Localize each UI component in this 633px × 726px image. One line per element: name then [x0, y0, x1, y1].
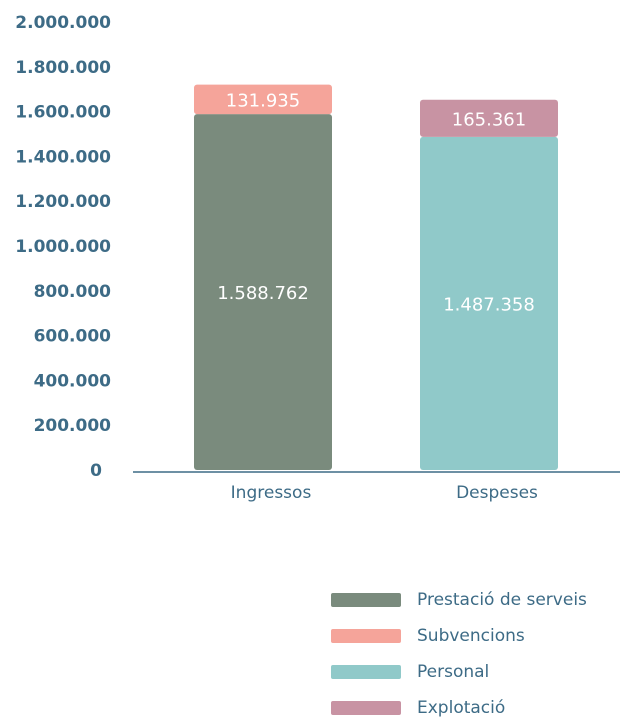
data-label: 165.361: [452, 109, 526, 130]
y-tick-label: 2.000.000: [15, 13, 111, 33]
bars: [194, 84, 558, 471]
y-tick-label: 1.800.000: [15, 58, 111, 78]
legend-swatch: [331, 665, 401, 679]
y-tick-label: 0: [90, 461, 102, 481]
legend-label: Prestació de serveis: [417, 590, 587, 610]
x-tick-label: Ingressos: [231, 483, 312, 503]
data-label: 131.935: [226, 90, 300, 111]
legend-label: Personal: [417, 662, 490, 682]
legend-item: Prestació de serveis: [331, 582, 631, 618]
legend-item: Subvencions: [331, 618, 631, 654]
legend-swatch: [331, 629, 401, 643]
y-tick-label: 1.600.000: [15, 103, 111, 123]
y-tick-label: 1.200.000: [15, 192, 111, 212]
data-label: 1.487.358: [443, 294, 535, 315]
data-labels: 1.588.762 131.935 1.487.358 165.361: [217, 90, 535, 315]
bar-segment: [420, 136, 558, 471]
x-tick-label: Despeses: [456, 483, 538, 503]
legend-label: Subvencions: [417, 626, 525, 646]
data-label: 1.588.762: [217, 283, 309, 304]
legend: Prestació de serveis Subvencions Persona…: [331, 582, 631, 726]
bar-segment: [194, 84, 332, 115]
y-tick-label: 800.000: [34, 282, 112, 302]
bar-segment: [194, 114, 332, 470]
y-tick-label: 1.400.000: [15, 147, 111, 167]
y-tick-label: 1.000.000: [15, 237, 111, 257]
y-tick-label: 200.000: [34, 416, 112, 436]
legend-swatch: [331, 701, 401, 715]
y-tick-label: 600.000: [34, 327, 112, 347]
bar-segment: [420, 99, 558, 137]
legend-item: Explotació: [331, 690, 631, 726]
x-axis-ticks: Ingressos Despeses: [231, 483, 538, 503]
legend-item: Personal: [331, 654, 631, 690]
y-tick-label: 400.000: [34, 371, 112, 391]
legend-label: Explotació: [417, 698, 506, 718]
legend-swatch: [331, 593, 401, 607]
y-axis-ticks: 0 200.000 400.000 600.000 800.000 1.000.000 1.…: [15, 13, 111, 481]
